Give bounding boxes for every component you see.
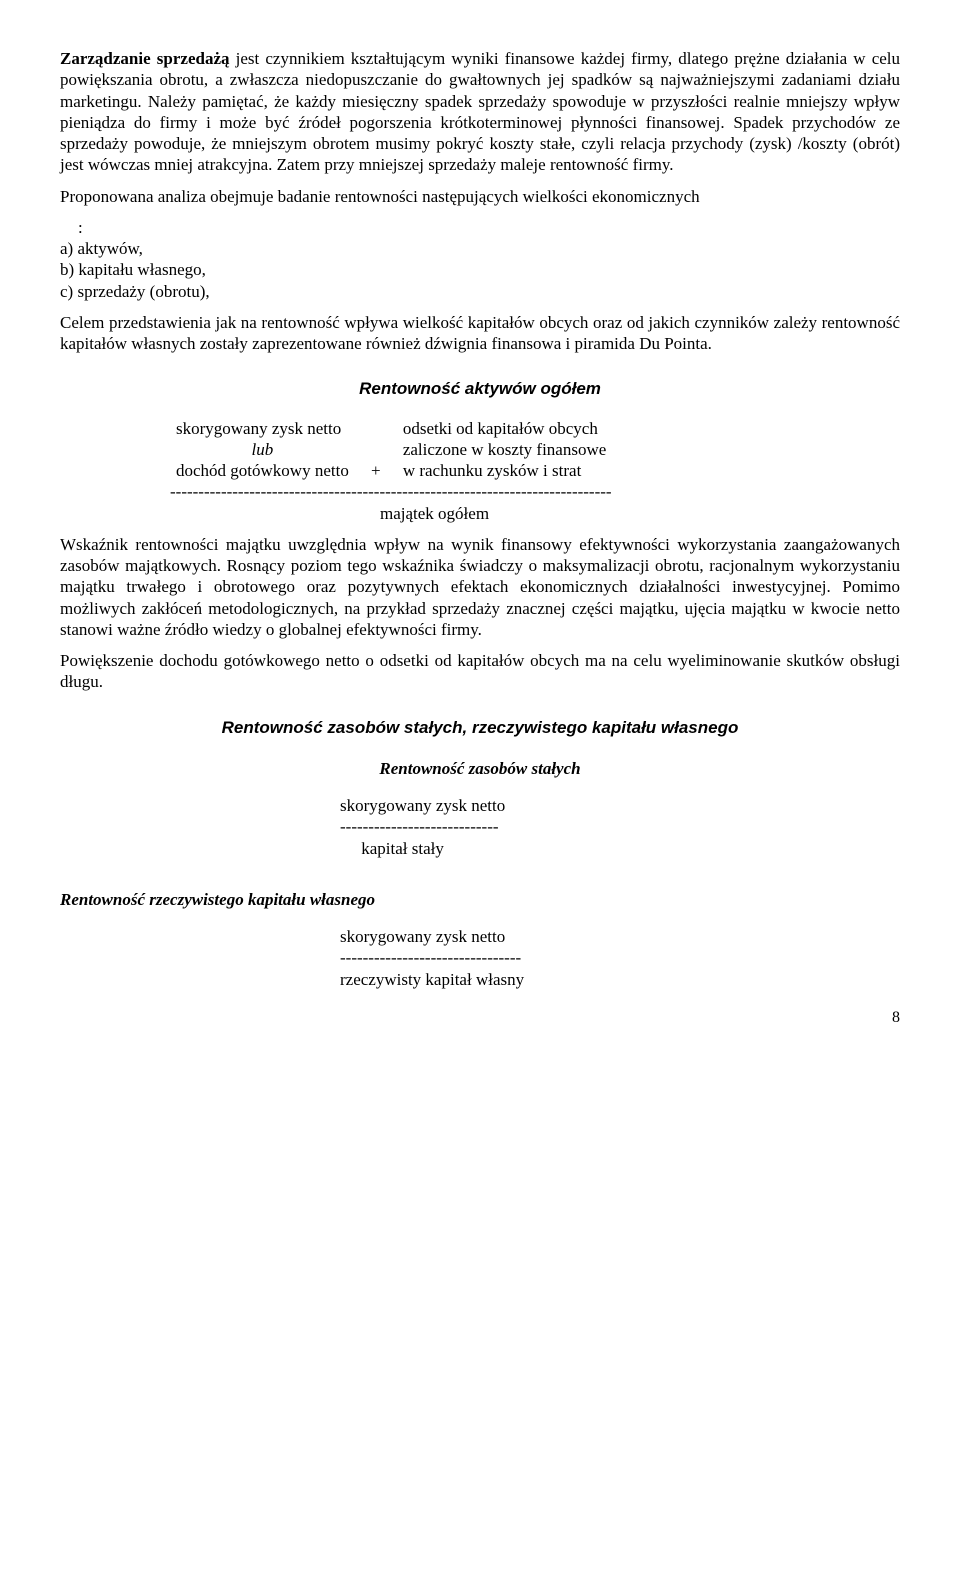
f3-rule: -------------------------------- — [340, 947, 900, 968]
paragraph-4: Wskaźnik rentowności majątku uwzględnia … — [60, 534, 900, 640]
paragraph-1: Zarządzanie sprzedażą jest czynnikiem ks… — [60, 48, 900, 176]
paragraph-5: Powiększenie dochodu gotówkowego netto o… — [60, 650, 900, 693]
f2-rule: ---------------------------- — [340, 816, 900, 837]
f1-spacer1 — [355, 418, 397, 439]
f2-denominator: kapitał stały — [340, 838, 900, 859]
f1-l3a: dochód gotówkowy netto — [170, 460, 355, 481]
formula-3: skorygowany zysk netto -----------------… — [340, 926, 900, 990]
f3-numerator: skorygowany zysk netto — [340, 926, 900, 947]
p1-lead: Zarządzanie sprzedażą — [60, 49, 230, 68]
formula-2: skorygowany zysk netto -----------------… — [340, 795, 900, 859]
list-item-c: c) sprzedaży (obrotu), — [60, 281, 900, 302]
f1-l1a: skorygowany zysk netto — [170, 418, 355, 439]
f1-spacer2 — [355, 439, 397, 460]
formula-1: skorygowany zysk netto odsetki od kapita… — [60, 418, 900, 524]
list-item-b: b) kapitału własnego, — [60, 259, 900, 280]
subsection-title-2b: Rentowność rzeczywistego kapitału własne… — [60, 889, 900, 910]
enumeration: a) aktywów, b) kapitału własnego, c) spr… — [60, 238, 900, 302]
section-title-1: Rentowność aktywów ogółem — [60, 378, 900, 399]
f1-plus: + — [355, 460, 397, 481]
f1-l2b: zaliczone w koszty finansowe — [397, 439, 612, 460]
page-number: 8 — [60, 1008, 900, 1028]
f2-numerator: skorygowany zysk netto — [340, 795, 900, 816]
paragraph-2: Proponowana analiza obejmuje badanie ren… — [60, 186, 900, 207]
paragraph-2-colon: : — [60, 217, 900, 238]
f1-rule: ----------------------------------------… — [170, 481, 900, 502]
list-item-a: a) aktywów, — [60, 238, 900, 259]
f1-l1b: odsetki od kapitałów obcych — [397, 418, 612, 439]
f1-denominator: majątek ogółem — [170, 503, 900, 524]
f1-l2a: lub — [170, 439, 355, 460]
paragraph-3: Celem przedstawienia jak na rentowność w… — [60, 312, 900, 355]
f3-denominator: rzeczywisty kapitał własny — [340, 969, 900, 990]
f1-l3b: w rachunku zysków i strat — [397, 460, 612, 481]
subsection-title-2a: Rentowność zasobów stałych — [60, 758, 900, 779]
formula-1-numerator: skorygowany zysk netto odsetki od kapita… — [170, 418, 612, 482]
section-title-2: Rentowność zasobów stałych, rzeczywisteg… — [60, 717, 900, 738]
